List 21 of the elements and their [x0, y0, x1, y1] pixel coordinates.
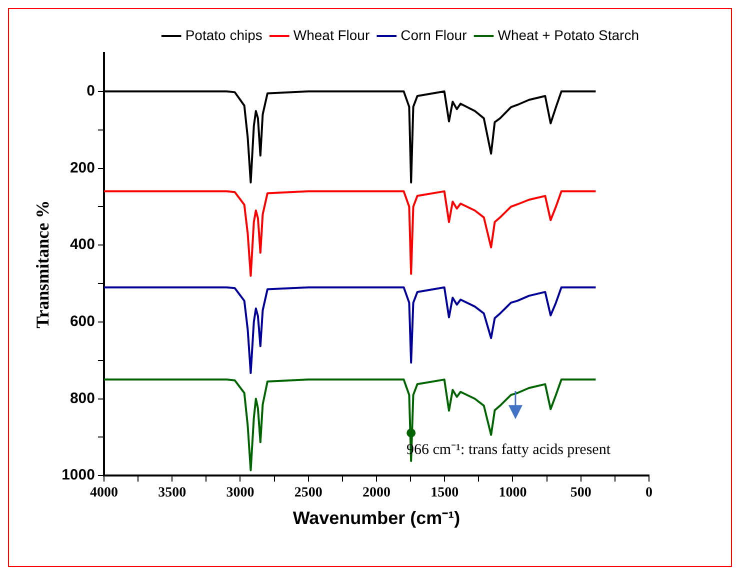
legend-label: Wheat Flour [293, 26, 370, 43]
y-tick-label: 0 [86, 82, 95, 100]
x-tick-label: 3000 [226, 486, 254, 501]
legend-label: Wheat + Potato Starch [498, 26, 640, 43]
y-axis-title: Transmitance % [32, 200, 52, 328]
legend-label: Corn Flour [400, 26, 468, 43]
x-tick-label: 4000 [90, 486, 118, 501]
x-tick-label: 2500 [294, 486, 322, 501]
x-tick-label: 1500 [430, 486, 459, 501]
y-tick-label: 200 [70, 159, 95, 176]
y-tick-label: 800 [70, 390, 95, 407]
y-tick-label: 1000 [62, 466, 95, 484]
x-tick-label: 1000 [498, 486, 527, 501]
x-tick-label: 0 [646, 486, 652, 501]
x-tick-label: 500 [570, 486, 592, 501]
x-tick-label: 3500 [158, 486, 186, 501]
y-tick-label: 400 [70, 236, 95, 254]
x-tick-label: 2000 [362, 486, 390, 501]
y-tick-label: 600 [70, 313, 95, 330]
x-axis-title: Wavenumber (cm⁻¹) [292, 508, 460, 528]
legend-label: Potato chips [185, 26, 262, 43]
